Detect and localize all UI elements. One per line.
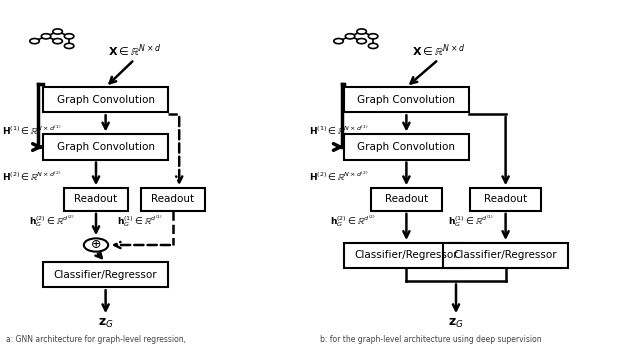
Bar (44, 87, 168, 112)
Text: Readout: Readout (484, 195, 527, 204)
Text: Graph Convolution: Graph Convolution (357, 142, 456, 152)
Circle shape (42, 34, 51, 39)
Text: Graph Convolution: Graph Convolution (357, 95, 456, 105)
Bar (344, 243, 468, 268)
Bar (344, 134, 468, 160)
Text: a: GNN architecture for graph-level regression,: a: GNN architecture for graph-level regr… (6, 335, 186, 344)
Text: b: for the graph-level architecture using deep supervision: b: for the graph-level architecture usin… (320, 335, 541, 344)
Bar (344, 87, 468, 112)
Text: $\mathbf{h}_G^{(2)} \in \mathbb{R}^{d^{(2)}}$: $\mathbf{h}_G^{(2)} \in \mathbb{R}^{d^{(… (330, 213, 376, 229)
Text: $\mathbf{h}_G^{(2)} \in \mathbb{R}^{d^{(2)}}$: $\mathbf{h}_G^{(2)} \in \mathbb{R}^{d^{(… (29, 213, 75, 229)
Text: $\mathbf{H}^{(1)} \in \mathbb{R}^{N \times d^{(1)}}$: $\mathbf{H}^{(1)} \in \mathbb{R}^{N \tim… (309, 124, 369, 137)
Circle shape (369, 43, 378, 49)
Bar (443, 243, 568, 268)
Text: $\mathbf{h}_G^{(1)} \in \mathbb{R}^{d^{(1)}}$: $\mathbf{h}_G^{(1)} \in \mathbb{R}^{d^{(… (117, 213, 163, 229)
Text: $\oplus$: $\oplus$ (90, 238, 102, 252)
Text: Readout: Readout (385, 195, 428, 204)
Text: $\mathbf{h}_G^{(1)} \in \mathbb{R}^{d^{(1)}}$: $\mathbf{h}_G^{(1)} \in \mathbb{R}^{d^{(… (448, 213, 494, 229)
Text: Readout: Readout (74, 195, 118, 204)
Bar (64, 188, 128, 211)
Circle shape (53, 38, 62, 44)
Bar (44, 134, 168, 160)
Circle shape (369, 34, 378, 39)
Text: $\mathbf{z}_G$: $\mathbf{z}_G$ (98, 317, 113, 330)
Bar (371, 188, 442, 211)
Text: Classifier/Regressor: Classifier/Regressor (454, 251, 557, 260)
Text: Graph Convolution: Graph Convolution (56, 95, 155, 105)
Circle shape (346, 34, 355, 39)
Text: Classifier/Regressor: Classifier/Regressor (54, 270, 157, 280)
Circle shape (65, 43, 74, 49)
Bar (470, 188, 541, 211)
Circle shape (357, 38, 366, 44)
Circle shape (53, 29, 62, 34)
Text: $\mathbf{H}^{(1)} \in \mathbb{R}^{N \times d^{(1)}}$: $\mathbf{H}^{(1)} \in \mathbb{R}^{N \tim… (2, 124, 61, 137)
Circle shape (334, 38, 343, 44)
Text: $\mathbf{X} \in \mathbb{R}^{N \times d}$: $\mathbf{X} \in \mathbb{R}^{N \times d}$ (412, 42, 465, 59)
Circle shape (65, 34, 74, 39)
Text: $\mathbf{H}^{(2)} \in \mathbb{R}^{N \times d^{(2)}}$: $\mathbf{H}^{(2)} \in \mathbb{R}^{N \tim… (2, 170, 61, 183)
Text: $\mathbf{z}_G$: $\mathbf{z}_G$ (448, 317, 464, 330)
Bar (141, 188, 205, 211)
Text: $\mathbf{H}^{(2)} \in \mathbb{R}^{N \times d^{(2)}}$: $\mathbf{H}^{(2)} \in \mathbb{R}^{N \tim… (309, 170, 369, 183)
Circle shape (357, 29, 366, 34)
Text: Graph Convolution: Graph Convolution (56, 142, 155, 152)
Circle shape (84, 238, 108, 252)
Text: $\mathbf{X} \in \mathbb{R}^{N \times d}$: $\mathbf{X} \in \mathbb{R}^{N \times d}$ (108, 42, 161, 59)
Circle shape (30, 38, 39, 44)
Bar (44, 262, 168, 287)
Text: Classifier/Regressor: Classifier/Regressor (355, 251, 458, 260)
Text: Readout: Readout (151, 195, 195, 204)
